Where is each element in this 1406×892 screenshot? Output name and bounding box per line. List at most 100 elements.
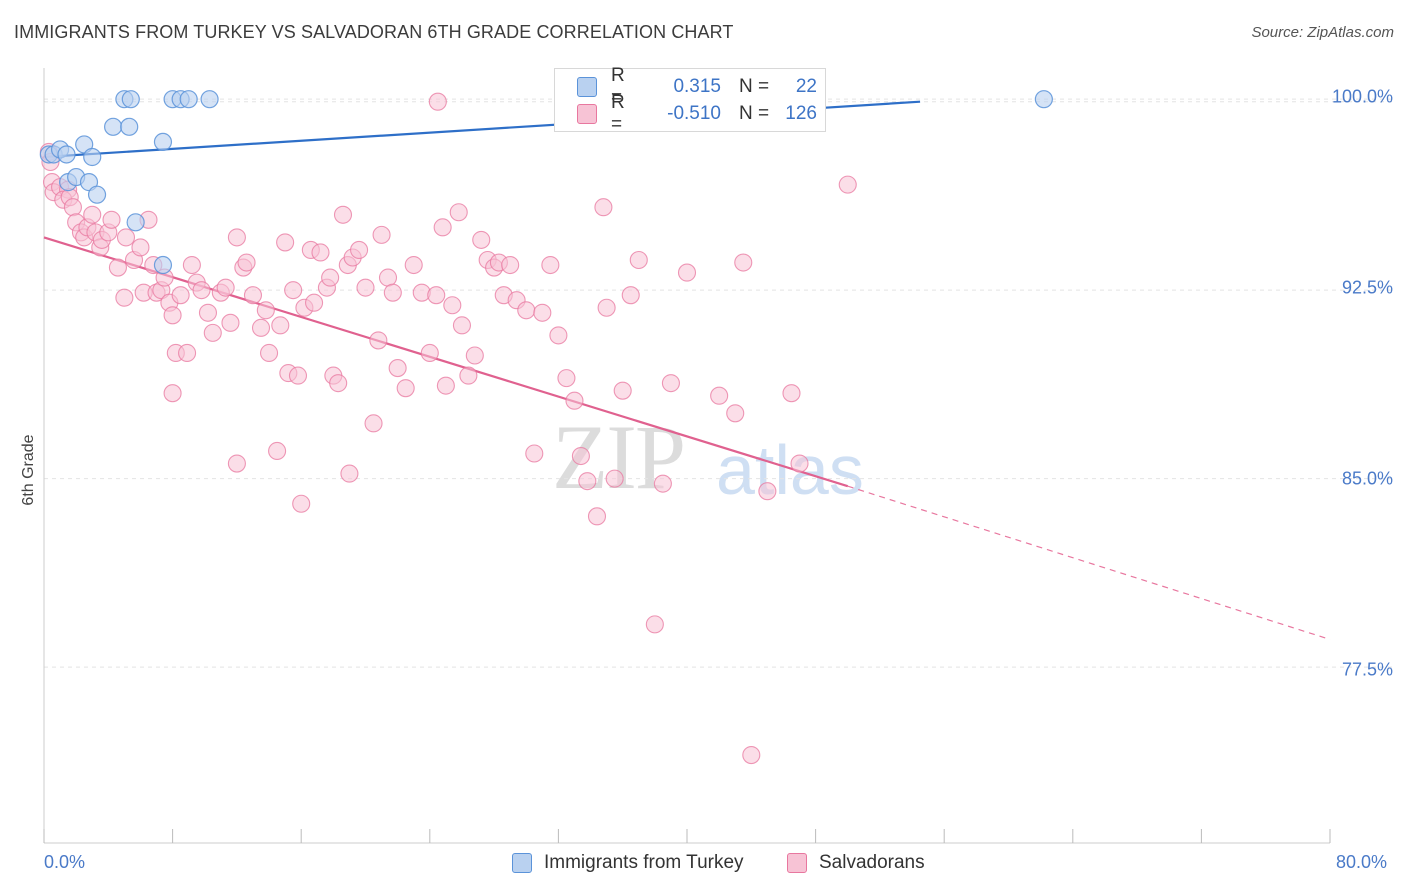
point-salvadorans bbox=[369, 331, 388, 350]
point-salvadorans bbox=[340, 464, 359, 483]
point-salvadorans bbox=[661, 374, 680, 393]
point-salvadorans bbox=[372, 225, 391, 244]
point-salvadorans bbox=[433, 218, 452, 237]
point-salvadorans bbox=[268, 441, 287, 461]
point-turkey bbox=[87, 185, 107, 204]
point-salvadorans bbox=[378, 268, 398, 287]
legend-swatch-turkey bbox=[577, 77, 597, 97]
point-salvadorans bbox=[276, 233, 295, 252]
y-tick-label-100: 100.0% bbox=[1331, 86, 1393, 107]
point-salvadorans bbox=[333, 205, 353, 224]
y-tick-label-85: 85.0% bbox=[1341, 468, 1393, 489]
point-salvadorans bbox=[565, 391, 584, 410]
point-salvadorans bbox=[613, 381, 632, 400]
point-turkey bbox=[153, 132, 173, 151]
legend-row-turkey: R = 0.315 N = 22 bbox=[577, 65, 817, 108]
point-salvadorans bbox=[782, 384, 801, 403]
point-salvadorans bbox=[758, 482, 777, 501]
point-salvadorans bbox=[501, 255, 520, 275]
point-salvadorans bbox=[203, 323, 222, 342]
point-salvadorans bbox=[221, 313, 240, 332]
point-salvadorans bbox=[350, 240, 369, 260]
point-salvadorans bbox=[597, 298, 616, 317]
legend-r-value: 0.315 bbox=[673, 76, 721, 97]
series-swatch-turkey bbox=[512, 853, 532, 873]
legend-n-value: 126 bbox=[785, 103, 817, 124]
point-salvadorans bbox=[396, 379, 415, 398]
x-tick-label-max: 80.0% bbox=[1336, 852, 1388, 872]
point-salvadorans bbox=[428, 92, 447, 111]
point-turkey bbox=[121, 90, 140, 109]
point-turkey bbox=[104, 117, 123, 136]
point-salvadorans bbox=[83, 205, 102, 224]
point-salvadorans bbox=[227, 454, 246, 473]
point-salvadorans bbox=[742, 745, 761, 765]
series-legend-salvadorans[interactable]: Salvadorans bbox=[787, 852, 925, 874]
point-salvadorans bbox=[541, 255, 560, 275]
legend-r-label: R = bbox=[611, 92, 625, 135]
watermark-atlas: atlas bbox=[716, 431, 864, 509]
trend-line-salvadorans bbox=[43, 236, 849, 488]
point-salvadorans bbox=[629, 250, 648, 270]
y-axis-label: 6th Grade bbox=[20, 434, 37, 506]
point-salvadorans bbox=[427, 286, 446, 305]
point-salvadorans bbox=[116, 228, 136, 247]
legend-n-label: N = bbox=[739, 103, 770, 124]
point-salvadorans bbox=[256, 301, 275, 320]
point-salvadorans bbox=[605, 469, 624, 488]
point-salvadorans bbox=[465, 346, 484, 365]
chart-title: IMMIGRANTS FROM TURKEY VS SALVADORAN 6TH… bbox=[14, 22, 734, 42]
point-salvadorans bbox=[790, 454, 809, 473]
point-salvadorans bbox=[459, 366, 478, 385]
series-legend-turkey[interactable]: Immigrants from Turkey bbox=[512, 852, 744, 874]
point-salvadorans bbox=[533, 303, 552, 322]
point-salvadorans bbox=[621, 286, 640, 305]
point-salvadorans bbox=[171, 286, 190, 305]
point-salvadorans bbox=[436, 376, 455, 395]
point-turkey bbox=[200, 90, 219, 109]
point-salvadorans bbox=[364, 414, 383, 433]
point-salvadorans bbox=[108, 258, 127, 277]
series-swatch-salvadorans bbox=[787, 853, 807, 873]
point-salvadorans bbox=[525, 444, 544, 463]
point-salvadorans bbox=[102, 210, 121, 229]
point-salvadorans bbox=[571, 446, 590, 466]
x-tick-label-min: 0.0% bbox=[44, 852, 86, 872]
correlation-legend: R = 0.315 N = 22 R = -0.510 N = 126 bbox=[554, 65, 826, 135]
point-salvadorans bbox=[192, 281, 211, 300]
point-turkey bbox=[83, 147, 102, 167]
point-turkey bbox=[1034, 90, 1053, 109]
axis-layer bbox=[43, 68, 1331, 844]
point-salvadorans bbox=[237, 253, 256, 272]
point-salvadorans bbox=[131, 238, 150, 257]
point-salvadorans bbox=[517, 301, 536, 320]
point-salvadorans bbox=[449, 203, 468, 222]
point-salvadorans bbox=[305, 293, 324, 312]
point-salvadorans bbox=[284, 281, 303, 300]
point-salvadorans bbox=[677, 263, 697, 282]
point-salvadorans bbox=[549, 326, 568, 345]
point-turkey bbox=[179, 90, 198, 109]
legend-swatch-salvadorans bbox=[577, 104, 597, 124]
point-salvadorans bbox=[452, 316, 472, 335]
series-label-turkey: Immigrants from Turkey bbox=[544, 852, 744, 873]
point-salvadorans bbox=[838, 175, 857, 194]
point-turkey bbox=[120, 117, 139, 136]
legend-row-salvadorans: R = -0.510 N = 126 bbox=[577, 92, 817, 135]
point-salvadorans bbox=[115, 288, 134, 307]
legend-r-value: -0.510 bbox=[667, 103, 721, 124]
point-turkey bbox=[153, 255, 173, 275]
point-salvadorans bbox=[216, 278, 235, 297]
point-salvadorans bbox=[163, 384, 182, 403]
point-salvadorans bbox=[578, 472, 597, 491]
point-salvadorans bbox=[383, 283, 402, 302]
point-salvadorans bbox=[292, 494, 311, 513]
trend-line-salvadorans-extension bbox=[847, 485, 1331, 641]
point-salvadorans bbox=[645, 615, 664, 634]
point-salvadorans bbox=[182, 255, 201, 275]
point-salvadorans bbox=[271, 316, 290, 335]
legend-r-label: R = bbox=[611, 65, 625, 108]
trend-layer bbox=[43, 100, 1331, 641]
point-salvadorans bbox=[198, 303, 218, 322]
point-salvadorans bbox=[472, 230, 491, 249]
